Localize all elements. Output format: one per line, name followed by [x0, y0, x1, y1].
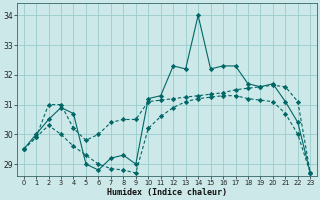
X-axis label: Humidex (Indice chaleur): Humidex (Indice chaleur)	[107, 188, 227, 197]
